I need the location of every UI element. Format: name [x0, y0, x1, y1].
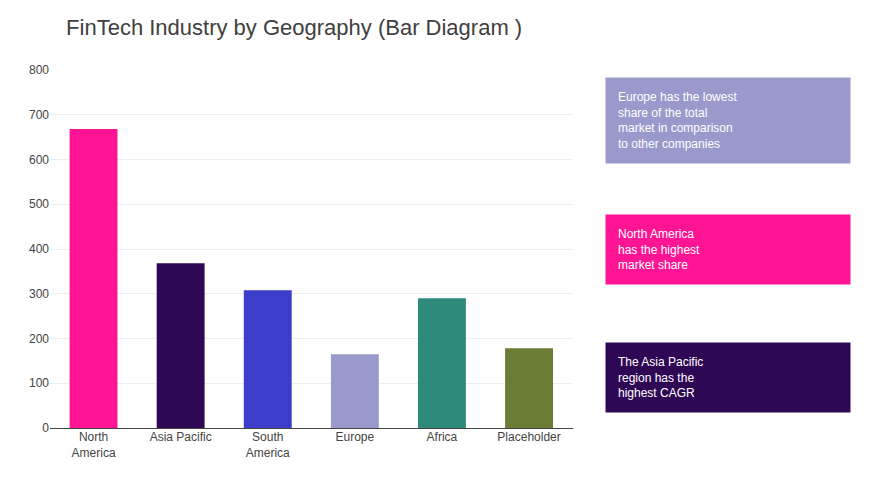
svg-text:Asia Pacific: Asia Pacific	[150, 430, 212, 444]
svg-text:600: 600	[29, 153, 49, 167]
svg-text:FinTech Industry by Geography: FinTech Industry by Geography (Bar Diagr…	[66, 15, 522, 40]
svg-text:500: 500	[29, 197, 49, 211]
svg-text:0: 0	[42, 421, 49, 435]
svg-text:100: 100	[29, 376, 49, 390]
svg-text:North Americahas the highestma: North Americahas the highestmarket share	[618, 227, 700, 272]
svg-text:200: 200	[29, 332, 49, 346]
svg-text:NorthAmerica: NorthAmerica	[72, 430, 116, 460]
svg-text:700: 700	[29, 108, 49, 122]
svg-text:Placeholder: Placeholder	[497, 430, 560, 444]
svg-text:Europe: Europe	[335, 430, 374, 444]
svg-text:800: 800	[29, 63, 49, 77]
svg-text:Europe has the lowestshare of: Europe has the lowestshare of the totalm…	[618, 90, 737, 151]
svg-text:300: 300	[29, 287, 49, 301]
svg-text:SouthAmerica: SouthAmerica	[246, 430, 290, 460]
svg-text:The Asia Pacificregion has the: The Asia Pacificregion has thehighest CA…	[618, 355, 703, 400]
svg-text:400: 400	[29, 242, 49, 256]
svg-text:Africa: Africa	[427, 430, 458, 444]
